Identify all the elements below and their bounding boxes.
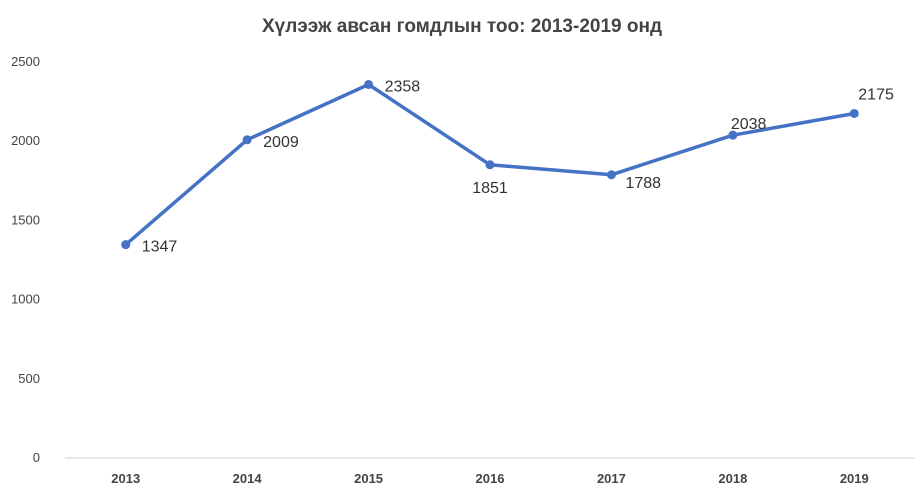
data-point (121, 240, 131, 250)
data-point (364, 79, 374, 89)
data-label: 2175 (858, 86, 894, 103)
data-point (242, 135, 252, 145)
data-label: 2038 (731, 116, 767, 133)
data-label: 2358 (385, 78, 421, 95)
data-point (728, 130, 738, 140)
data-point (485, 160, 495, 170)
y-tick-label: 1500 (11, 212, 40, 227)
data-label: 1788 (625, 175, 661, 192)
data-label: 1851 (472, 180, 508, 197)
y-tick-label: 1000 (11, 292, 40, 307)
x-tick-label: 2015 (354, 471, 383, 486)
data-label: 1347 (142, 239, 178, 256)
y-tick-label: 2000 (11, 133, 40, 148)
x-tick-label: 2013 (111, 471, 140, 486)
data-point (606, 170, 616, 180)
y-tick-label: 500 (18, 371, 40, 386)
chart-title: Хүлээж авсан гомдлын тоо: 2013-2019 онд (261, 16, 663, 37)
data-point (849, 108, 859, 118)
x-tick-label: 2019 (840, 471, 869, 486)
x-tick-label: 2014 (233, 471, 263, 486)
x-tick-label: 2018 (718, 471, 747, 486)
y-tick-label: 2500 (11, 54, 40, 69)
x-tick-label: 2017 (597, 471, 626, 486)
x-tick-label: 2016 (476, 471, 505, 486)
y-tick-label: 0 (33, 450, 40, 465)
data-label: 2009 (263, 134, 299, 151)
